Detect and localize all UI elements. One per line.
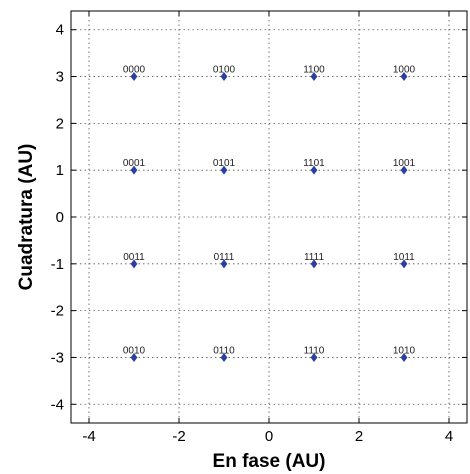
y-axis-title: Cuadratura (AU) <box>16 144 37 291</box>
constellation-point <box>400 165 408 175</box>
constellation-point <box>130 259 138 269</box>
point-label: 1111 <box>304 252 324 263</box>
constellation-point <box>130 165 138 175</box>
y-tick-label: 2 <box>56 115 64 132</box>
constellation-point <box>220 165 228 175</box>
constellation-point <box>400 259 408 269</box>
x-tick-label: -2 <box>172 428 185 445</box>
x-tick-label: 4 <box>445 428 453 445</box>
x-tick-label: 2 <box>355 428 363 445</box>
point-label: 1101 <box>303 158 325 169</box>
x-axis-title: En fase (AU) <box>213 451 326 472</box>
point-label: 1011 <box>393 252 415 263</box>
constellation-point <box>130 352 138 362</box>
constellation-point <box>310 259 318 269</box>
y-tick-label: 4 <box>56 22 64 39</box>
point-label: 0110 <box>213 345 235 356</box>
constellation-point <box>310 352 318 362</box>
data-points: 0000 0100 1100 1000 0001 0101 1101 1001 0011 0111… <box>123 65 416 362</box>
point-label: 1110 <box>304 345 325 356</box>
y-tick-label: 0 <box>56 209 64 226</box>
constellation-point <box>220 259 228 269</box>
y-tick-label: -1 <box>51 256 64 273</box>
constellation-point <box>220 72 228 82</box>
constellation-point <box>310 165 318 175</box>
y-tick-label: -2 <box>51 303 64 320</box>
point-label: 1010 <box>393 345 416 356</box>
constellation-point <box>220 352 228 362</box>
point-label: 1100 <box>303 65 325 76</box>
axis-ticks: -4 -2 0 2 4 -4 -3 -2 -1 0 1 2 3 4 <box>51 11 467 445</box>
constellation-point <box>400 72 408 82</box>
point-label: 1000 <box>393 65 416 76</box>
point-label: 0010 <box>123 345 146 356</box>
y-tick-label: 1 <box>56 162 64 179</box>
point-label: 0001 <box>123 158 146 169</box>
x-tick-label: 0 <box>265 428 273 445</box>
y-tick-label: -4 <box>51 396 64 413</box>
constellation-point <box>400 352 408 362</box>
constellation-point <box>310 72 318 82</box>
point-label: 0011 <box>123 252 145 263</box>
point-label: 0101 <box>213 158 236 169</box>
point-label: 0111 <box>214 252 235 263</box>
constellation-point <box>130 72 138 82</box>
y-tick-label: 3 <box>56 69 64 86</box>
point-label: 0100 <box>213 65 236 76</box>
point-label: 0000 <box>123 65 146 76</box>
point-label: 1001 <box>393 158 416 169</box>
y-tick-label: -3 <box>51 349 64 366</box>
x-tick-label: -4 <box>82 428 95 445</box>
